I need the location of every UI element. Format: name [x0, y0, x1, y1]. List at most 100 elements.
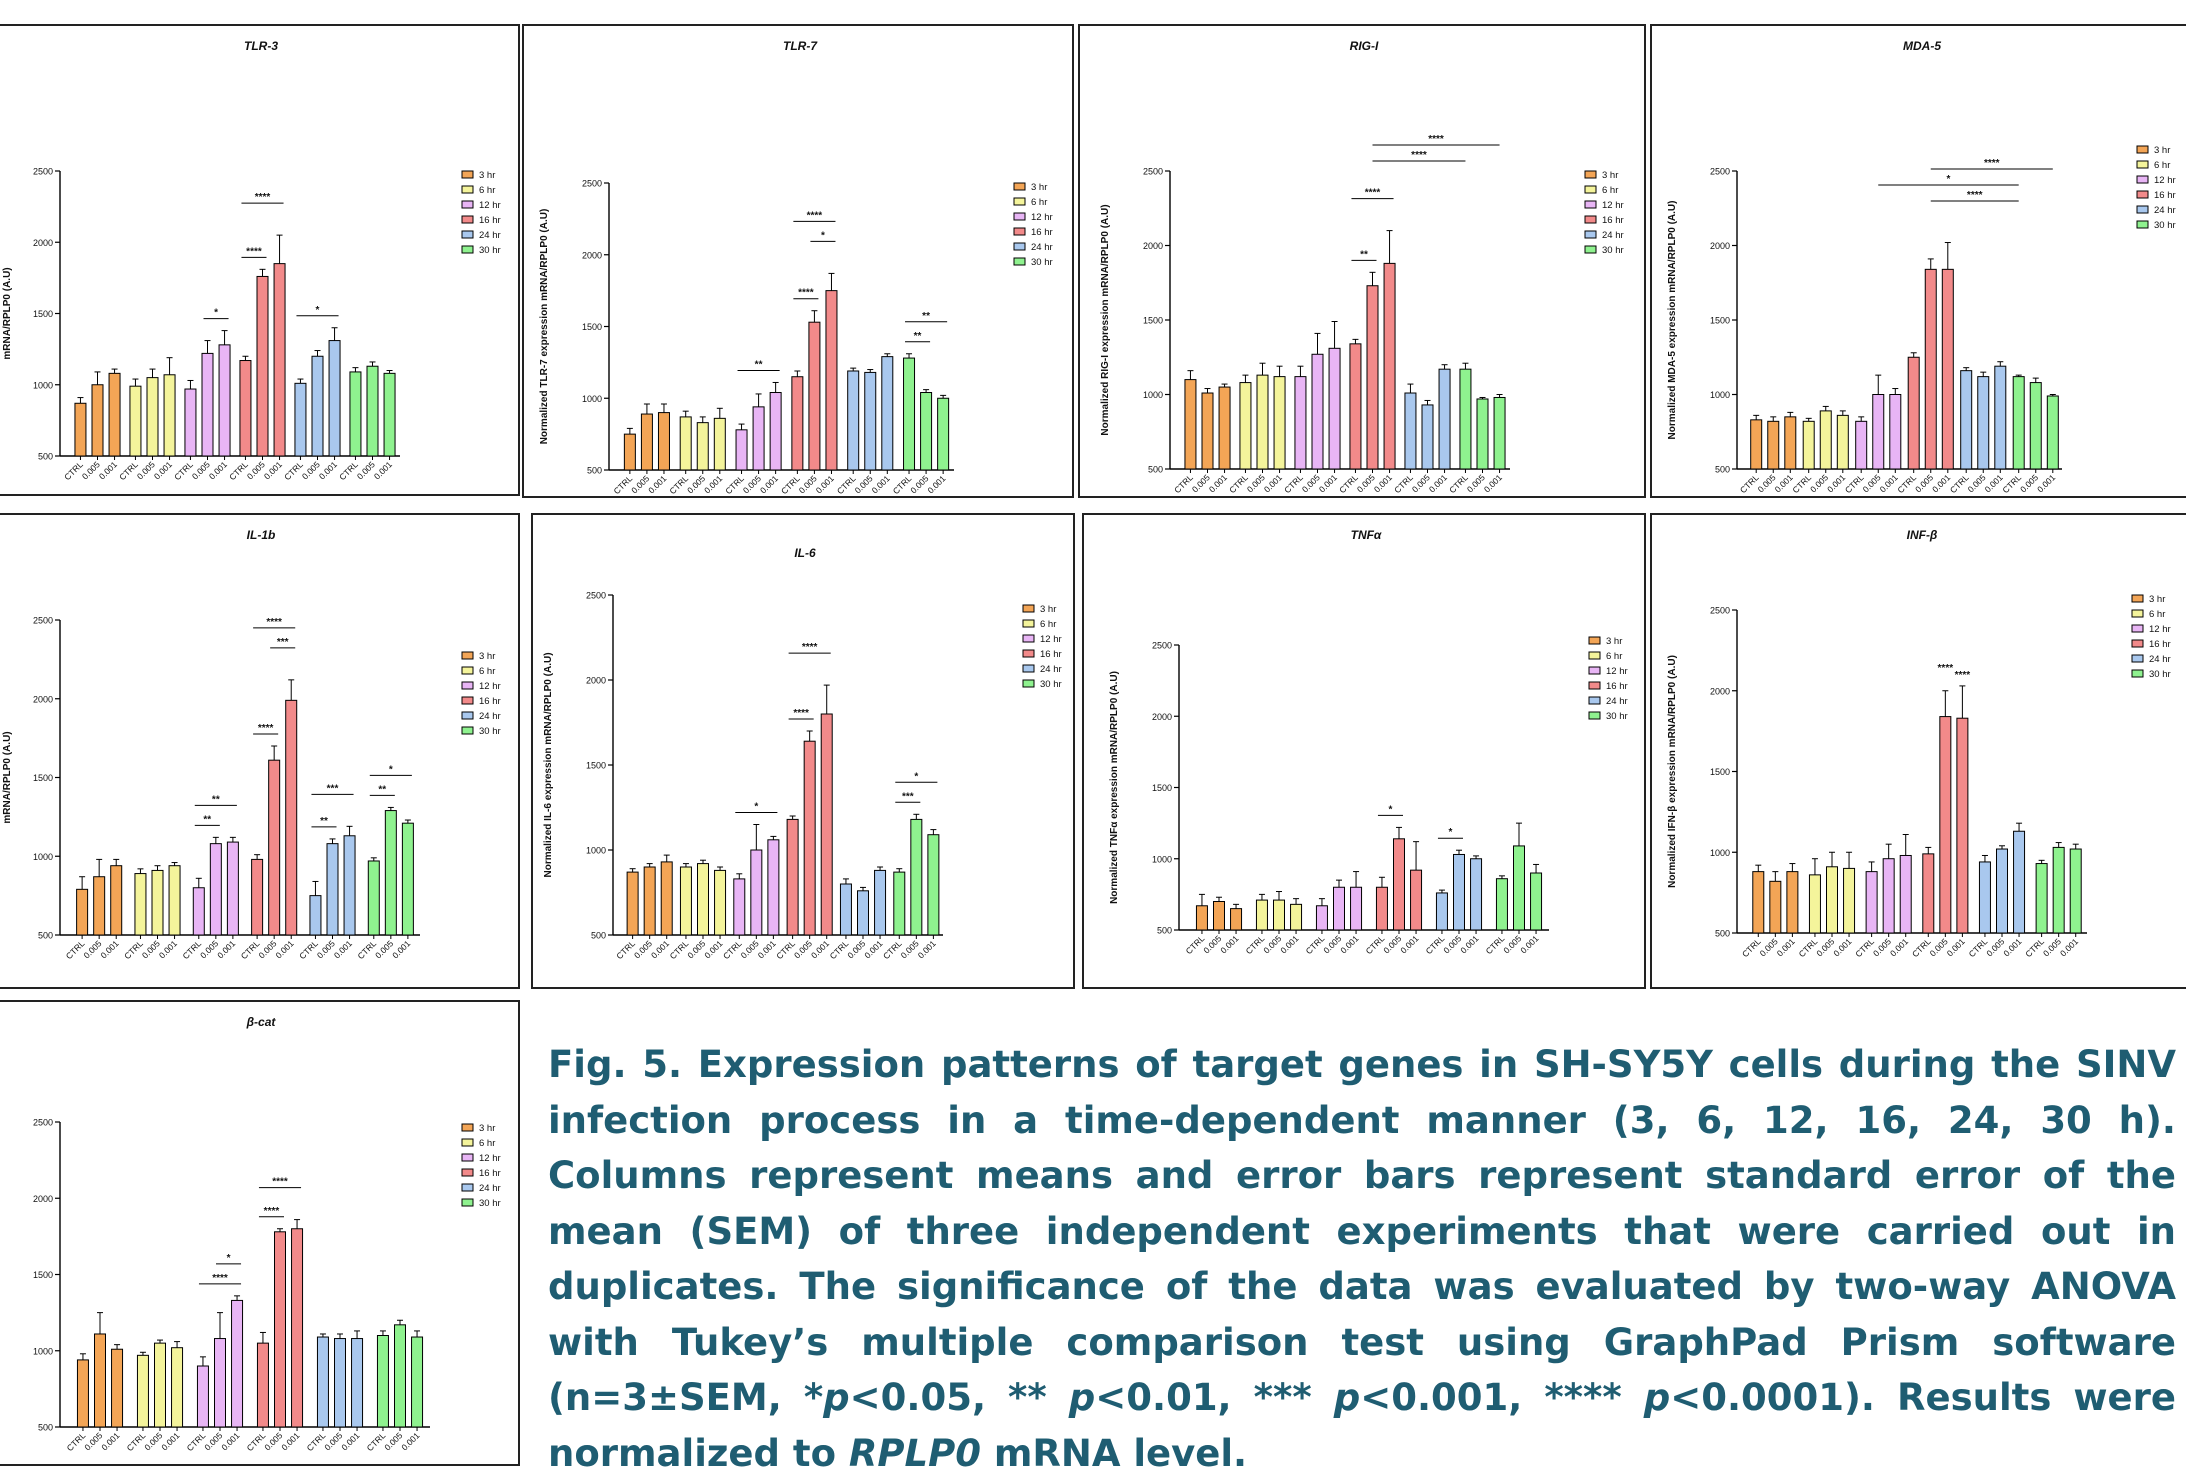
caption-p-4: p [1643, 1376, 1671, 1419]
legend-swatch [2136, 145, 2149, 154]
legend-swatch [1584, 245, 1597, 254]
legend-label: 16 hr [2154, 190, 2176, 201]
x-tick-label: 0.005 [2041, 936, 2063, 958]
bar [1476, 398, 1489, 470]
caption-text-2: <0.05, ** [849, 1376, 1069, 1419]
chart-panel-tlr3: TLR-3 500 1000 1500 2000 2500 mRNA/RPLP0 (A.U)… [0, 24, 520, 496]
bar [76, 1359, 89, 1428]
bar [893, 871, 906, 936]
x-tick-label: 0.001 [219, 1430, 241, 1452]
x-tick-label: CTRL [721, 938, 744, 961]
bar [657, 412, 670, 471]
bar [256, 275, 269, 457]
x-tick-label: CTRL [1424, 933, 1447, 956]
legend-label: 24 hr [479, 1183, 501, 1194]
y-tick-label: 1000 [586, 846, 606, 856]
legend-swatch [1584, 215, 1597, 224]
bar [268, 759, 281, 936]
bar [201, 352, 214, 457]
legend-swatch [461, 230, 474, 239]
x-tick-label: CTRL [835, 473, 858, 496]
x-tick-label: 0.005 [1913, 472, 1935, 494]
bar [316, 1336, 329, 1428]
bar [1438, 368, 1451, 470]
bar [1784, 416, 1797, 470]
legend-label: 30 hr [1040, 679, 1062, 690]
legend-swatch [1588, 696, 1601, 705]
legend-swatch [461, 726, 474, 735]
x-tick-label: CTRL [172, 459, 195, 482]
x-tick-label: CTRL [125, 1430, 148, 1453]
bar [1808, 874, 1821, 934]
x-tick-label: CTRL [1392, 472, 1415, 495]
legend-label: 30 hr [1602, 245, 1624, 256]
significance-label: * [227, 1253, 231, 1264]
chart-svg: INF-β 500 1000 1500 2000 2500 Normalized IFN-β… [1667, 528, 2171, 959]
legend-swatch [2131, 669, 2144, 678]
x-tick-label: 0.005 [1245, 472, 1267, 494]
significance-label: ** [922, 311, 930, 322]
x-tick-label: 0.001 [390, 938, 412, 960]
bar [351, 1338, 364, 1428]
legend-label: 16 hr [1602, 215, 1624, 226]
x-tick-label: CTRL [65, 1430, 88, 1453]
bar [927, 834, 940, 936]
x-tick-label: CTRL [297, 938, 320, 961]
y-tick-label: 500 [591, 931, 606, 941]
bar [1273, 376, 1286, 470]
bar [1375, 886, 1388, 931]
bar [1230, 908, 1243, 931]
x-tick-label: 0.005 [198, 938, 220, 960]
x-tick-label: CTRL [667, 473, 690, 496]
bar [874, 869, 887, 936]
y-tick-label: 2500 [33, 616, 53, 626]
x-tick-label: 0.001 [215, 938, 237, 960]
bar [920, 392, 933, 471]
x-tick-label: 0.001 [207, 459, 229, 481]
bar [1239, 382, 1252, 470]
bar [366, 365, 379, 457]
significance-label: **** [798, 288, 814, 299]
legend-swatch [1013, 212, 1026, 221]
legend-label: 12 hr [479, 1153, 501, 1164]
x-tick-label: 0.005 [315, 938, 337, 960]
x-tick-label: 0.005 [81, 938, 103, 960]
y-tick-label: 2000 [1143, 241, 1163, 251]
significance-label: ** [914, 331, 922, 342]
y-tick-label: 1500 [1152, 783, 1172, 793]
x-tick-label: 0.005 [853, 473, 875, 495]
bar [129, 385, 142, 457]
bar [903, 357, 916, 471]
legend-swatch [1022, 664, 1035, 673]
bar [626, 871, 639, 936]
chart-title: TLR-3 [244, 39, 278, 53]
chart-title: MDA-5 [1903, 39, 1941, 53]
bar [857, 890, 869, 936]
legend-swatch [461, 185, 474, 194]
chart-panel-tnfa: TNFα 500 1000 1500 2000 2500 Normalized TNFα e… [1082, 513, 1646, 989]
significance-label: * [1389, 804, 1393, 815]
legend-label: 16 hr [1040, 649, 1062, 660]
chart-svg: TNFα 500 1000 1500 2000 2500 Normalized TNFα e… [1109, 528, 1628, 956]
x-tick-label: CTRL [245, 1430, 268, 1453]
significance-label: **** [1955, 670, 1971, 681]
x-tick-label: 0.005 [135, 459, 157, 481]
legend-label: 6 hr [1031, 197, 1047, 208]
legend-label: 30 hr [1031, 257, 1053, 268]
x-tick-label: 0.005 [1465, 472, 1487, 494]
x-tick-label: 0.005 [142, 1430, 164, 1452]
y-tick-label: 2000 [1152, 712, 1172, 722]
legend-label: 12 hr [1040, 634, 1062, 645]
legend-label: 3 hr [1040, 604, 1056, 615]
legend-swatch [461, 1198, 474, 1207]
x-tick-label: 0.001 [332, 938, 354, 960]
x-tick-label: 0.005 [355, 459, 377, 481]
y-tick-label: 1000 [582, 394, 602, 404]
legend-swatch [1013, 182, 1026, 191]
x-tick-label: 0.001 [339, 1430, 361, 1452]
bar [825, 290, 838, 471]
legend-swatch [461, 170, 474, 179]
x-tick-label: CTRL [828, 938, 851, 961]
significance-label: **** [1411, 150, 1427, 161]
y-tick-label: 2000 [1710, 241, 1730, 251]
